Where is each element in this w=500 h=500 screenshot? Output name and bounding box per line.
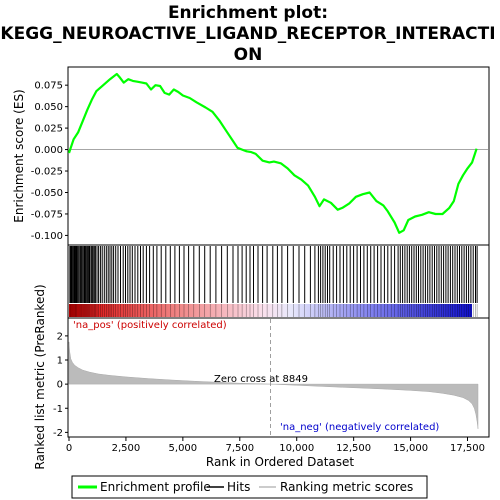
chart-title-line-1: Enrichment plot: bbox=[168, 3, 328, 23]
legend-enrichment-label: Enrichment profile bbox=[100, 480, 211, 494]
es-y-tick-label: 0.050 bbox=[34, 102, 63, 113]
x-tick-label: 5,000 bbox=[169, 443, 198, 454]
ranked-y-tick-label: 2 bbox=[57, 331, 63, 342]
x-tick-label: 7,500 bbox=[225, 443, 254, 454]
ranked-y-tick-label: 0 bbox=[57, 380, 63, 391]
es-panel-frame bbox=[67, 66, 490, 246]
es-y-tick-label: -0.050 bbox=[31, 188, 63, 199]
x-axis-ticks: 0 2,500 5,000 7,500 10,000 12,500 15,000 17,500 bbox=[66, 437, 485, 454]
es-y-tick-label: 0.025 bbox=[34, 124, 63, 135]
es-y-tick-label: -0.075 bbox=[31, 209, 63, 220]
es-y-tick-label: -0.100 bbox=[31, 231, 63, 242]
ranking-metric-area bbox=[68, 341, 479, 429]
ranked-panel-frame bbox=[67, 317, 490, 438]
es-y-tick-label: 0.075 bbox=[34, 81, 63, 92]
zero-cross-label: Zero cross at 8849 bbox=[214, 374, 308, 385]
ranking-color-bar bbox=[69, 304, 472, 317]
es-y-axis-label: Enrichment score (ES) bbox=[12, 89, 26, 222]
ranked-y-axis-ticks: 2 1 0 -1 -2 bbox=[53, 331, 68, 439]
ranked-y-tick-label: -1 bbox=[53, 404, 63, 415]
x-tick-label: 17,500 bbox=[450, 443, 485, 454]
chart-title-line-3: ON bbox=[234, 45, 263, 65]
x-tick-label: 12,500 bbox=[336, 443, 371, 454]
es-y-tick-label: 0.000 bbox=[34, 145, 63, 156]
x-tick-label: 0 bbox=[66, 443, 72, 454]
x-tick-label: 10,000 bbox=[279, 443, 314, 454]
negative-correlation-label: 'na_neg' (negatively correlated) bbox=[280, 422, 439, 433]
positive-correlation-label: 'na_pos' (positively correlated) bbox=[73, 320, 227, 331]
es-y-tick-label: -0.025 bbox=[31, 167, 63, 178]
legend-ranking-label: Ranking metric scores bbox=[280, 480, 413, 494]
x-tick-label: 2,500 bbox=[112, 443, 141, 454]
hits-over-color-bar bbox=[69, 304, 478, 317]
ranked-y-tick-label: -2 bbox=[53, 428, 63, 439]
chart-title-line-2: KEGG_NEUROACTIVE_LIGAND_RECEPTOR_INTERAC… bbox=[0, 24, 495, 44]
enrichment-profile-line bbox=[67, 72, 478, 234]
ranked-y-tick-label: 1 bbox=[57, 356, 63, 367]
x-tick-label: 15,000 bbox=[393, 443, 428, 454]
hits-marks bbox=[69, 246, 478, 303]
ranked-y-axis-label: Ranked list metric (PreRanked) bbox=[33, 284, 47, 469]
legend-box bbox=[71, 475, 428, 499]
legend-hits-label: Hits bbox=[227, 480, 250, 494]
x-axis-label: Rank in Ordered Dataset bbox=[206, 455, 354, 469]
es-y-axis-ticks: 0.075 0.050 0.025 0.000 -0.025 -0.050 -0.075 -0… bbox=[31, 81, 68, 242]
